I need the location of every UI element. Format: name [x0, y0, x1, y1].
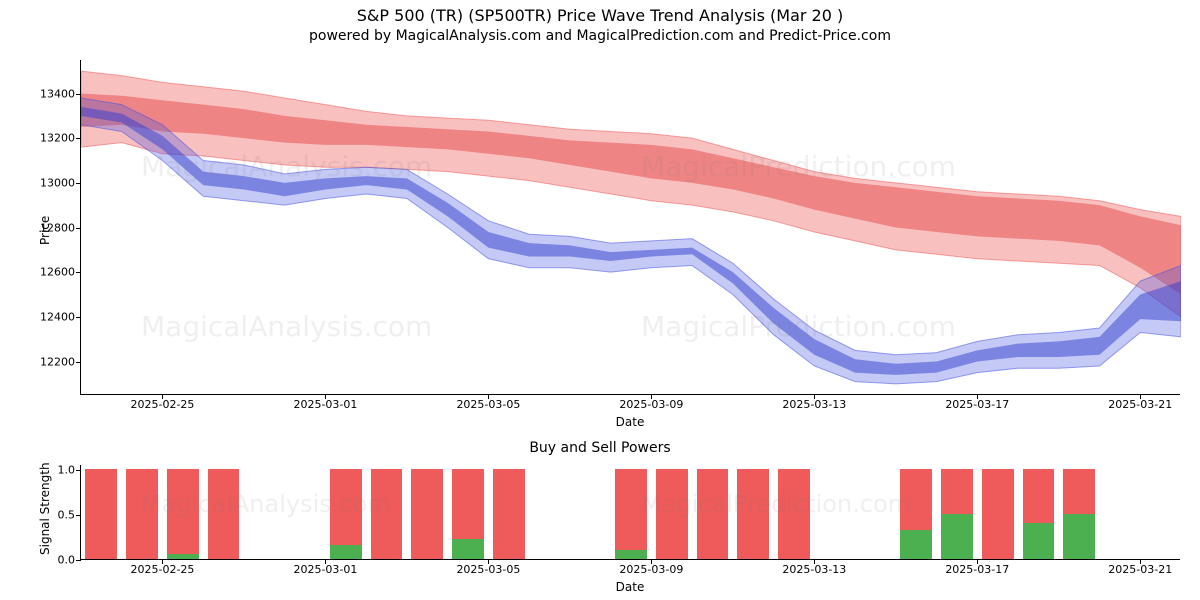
xtick-label: 2025-03-17: [945, 398, 1009, 411]
xtick-label: 2025-03-09: [619, 398, 683, 411]
xtick-label: 2025-03-01: [293, 398, 357, 411]
sub-ylabel: Signal Strength: [38, 462, 52, 555]
xtick-label: 2025-03-01: [293, 563, 357, 576]
ytick: [76, 470, 81, 471]
buy-bar: [1063, 514, 1095, 559]
buy-bar: [900, 530, 932, 559]
xtick-label: 2025-03-13: [782, 563, 846, 576]
watermark-text: MagicalAnalysis.com: [141, 490, 391, 518]
ytick: [76, 515, 81, 516]
watermark-text: MagicalPrediction.com: [641, 490, 911, 518]
ytick-label: 0.0: [58, 554, 76, 567]
main-svg: [81, 60, 1181, 395]
sub-chart-title: Buy and Sell Powers: [0, 440, 1200, 456]
main-chart: 122001240012600128001300013200134002025-…: [80, 60, 1180, 395]
xtick-label: 2025-03-21: [1108, 398, 1172, 411]
xtick-label: 2025-03-09: [619, 563, 683, 576]
sub-plot-area: 0.00.51.02025-02-252025-03-012025-03-052…: [80, 465, 1180, 560]
ytick-label: 12400: [40, 310, 75, 323]
ytick-label: 13200: [40, 132, 75, 145]
buy-bar: [167, 554, 199, 559]
ytick-label: 1.0: [58, 463, 76, 476]
ytick-label: 13000: [40, 176, 75, 189]
sub-xlabel: Date: [80, 580, 1180, 594]
xtick-label: 2025-03-05: [456, 398, 520, 411]
buy-bar: [1023, 523, 1055, 559]
watermark-text: MagicalAnalysis.com: [141, 310, 432, 343]
xtick-label: 2025-03-17: [945, 563, 1009, 576]
ytick: [76, 560, 81, 561]
xtick-label: 2025-03-21: [1108, 563, 1172, 576]
watermark-text: MagicalPrediction.com: [641, 150, 956, 183]
chart-subtitle: powered by MagicalAnalysis.com and Magic…: [0, 28, 1200, 44]
xtick-label: 2025-02-25: [131, 398, 195, 411]
xtick-label: 2025-03-05: [456, 563, 520, 576]
ytick-label: 0.5: [58, 508, 76, 521]
buy-bar: [330, 545, 362, 559]
main-xlabel: Date: [80, 415, 1180, 429]
sell-bar: [493, 469, 525, 559]
ytick-label: 13400: [40, 87, 75, 100]
buy-bar: [941, 514, 973, 559]
chart-title: S&P 500 (TR) (SP500TR) Price Wave Trend …: [0, 6, 1200, 25]
sell-bar: [85, 469, 117, 559]
sell-bar: [982, 469, 1014, 559]
watermark-text: MagicalPrediction.com: [641, 310, 956, 343]
buy-bar: [615, 550, 647, 559]
main-ylabel: Price: [38, 216, 52, 245]
main-plot-area: 122001240012600128001300013200134002025-…: [80, 60, 1180, 395]
sell-bar: [411, 469, 443, 559]
ytick-label: 12600: [40, 266, 75, 279]
xtick-label: 2025-03-13: [782, 398, 846, 411]
buy-bar: [452, 539, 484, 559]
sub-chart: 0.00.51.02025-02-252025-03-012025-03-052…: [80, 465, 1180, 560]
xtick-label: 2025-02-25: [131, 563, 195, 576]
ytick-label: 12200: [40, 355, 75, 368]
watermark-text: MagicalAnalysis.com: [141, 150, 432, 183]
